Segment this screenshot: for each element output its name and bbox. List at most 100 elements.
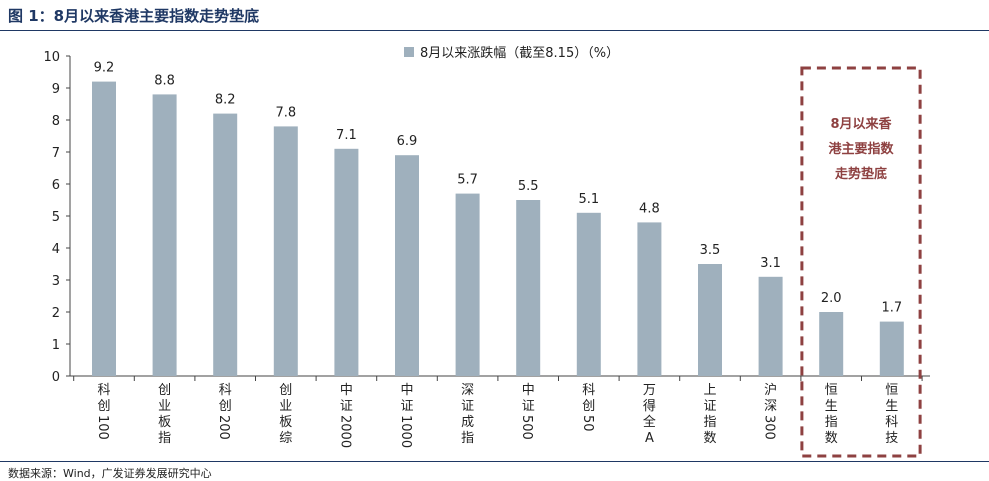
category-label-run: 500 (519, 415, 534, 440)
category-label-char: 指 (825, 415, 838, 430)
value-label: 7.1 (336, 128, 357, 143)
category-label-char: 上 (703, 383, 716, 398)
bar (758, 276, 783, 376)
y-tick-label: 9 (52, 82, 60, 97)
value-label: 5.7 (457, 173, 478, 188)
bar (516, 200, 541, 376)
source-note: 数据来源：Wind，广发证券发展研究中心 (8, 467, 212, 480)
bar (576, 212, 601, 376)
category-label-char: 中 (400, 383, 413, 398)
category-label-char: 科 (97, 383, 110, 398)
figure-title: 图 1：8月以来香港主要指数走势垫底 (8, 7, 260, 25)
value-label: 6.9 (397, 134, 418, 149)
category-label-char: 业 (279, 399, 292, 414)
category-label-run: 50 (580, 415, 595, 432)
y-tick-label: 4 (52, 242, 60, 257)
value-label: 8.2 (215, 93, 236, 108)
category-label-char: 指 (461, 431, 474, 446)
bar (334, 148, 359, 376)
category-label-run: 100 (95, 415, 110, 440)
category-label-char: 沪 (764, 382, 777, 398)
highlight-annotation-line: 8月以来香 (830, 116, 892, 132)
legend-swatch (404, 47, 414, 57)
category-label-char: 科 (219, 383, 232, 398)
category-label-run: 1000 (398, 415, 413, 448)
value-label: 2.0 (821, 291, 842, 306)
bar (395, 155, 419, 376)
category-label-run: 2000 (337, 415, 352, 448)
category-label-char: 创 (582, 399, 595, 414)
category-label-char: 中 (340, 383, 353, 398)
y-tick-label: 1 (52, 338, 60, 353)
bar (455, 193, 480, 376)
y-tick-label: 10 (43, 50, 60, 65)
category-label-char: 证 (703, 399, 716, 414)
category-label-char: 证 (522, 399, 535, 414)
bar (698, 264, 722, 376)
y-tick-label: 7 (52, 146, 60, 161)
value-label: 5.5 (518, 179, 539, 194)
category-label-char: A (645, 431, 654, 446)
legend-label: 8月以来涨跌幅（截至8.15）（%） (420, 45, 619, 61)
category-label-char: 证 (400, 399, 413, 414)
category-label-char: 生 (885, 399, 898, 414)
value-label: 3.5 (700, 243, 721, 258)
category-label-char: 深 (764, 399, 777, 414)
highlight-annotation-line: 港主要指数 (828, 141, 894, 157)
category-label-char: 技 (885, 431, 898, 446)
category-label-char: 科 (582, 383, 595, 398)
category-label-char: 万 (643, 383, 656, 398)
category-label-char: 恒 (885, 383, 898, 398)
category-label-char: 综 (279, 431, 292, 446)
category-label-char: 证 (461, 399, 474, 414)
highlight-box: 8月以来香港主要指数走势垫底 (800, 66, 922, 458)
title-rule (0, 30, 989, 31)
category-label-char: 恒 (825, 383, 838, 398)
category-label-char: 科 (885, 415, 898, 430)
category-label-run: 300 (762, 415, 777, 440)
category-label-char: 深 (461, 383, 474, 398)
legend: 8月以来涨跌幅（截至8.15）（%） (404, 45, 619, 61)
category-label-char: 生 (825, 399, 838, 414)
category-label-char: 指 (703, 415, 716, 430)
value-label: 4.8 (639, 201, 660, 216)
y-tick-label: 3 (52, 274, 60, 289)
bar (152, 94, 177, 377)
y-tick-label: 6 (52, 178, 60, 193)
category-label-char: 数 (703, 431, 716, 446)
category-label-char: 数 (825, 431, 838, 446)
bar (213, 113, 238, 376)
category-label-char: 证 (340, 399, 353, 414)
y-tick-label: 0 (52, 370, 60, 385)
bar (879, 321, 904, 376)
y-tick-label: 8 (52, 114, 60, 129)
category-label-char: 中 (522, 383, 535, 398)
bar (637, 222, 662, 376)
category-label-char: 创 (97, 399, 110, 414)
category-labels: 科创100创业板指科创200创业板综中证2000中证1000深证成指中证500科… (95, 382, 898, 448)
value-label: 3.1 (760, 256, 781, 271)
category-label-char: 创 (279, 383, 292, 398)
category-label-char: 成 (461, 415, 474, 430)
value-label: 1.7 (881, 301, 902, 316)
bars (92, 81, 904, 377)
highlight-annotation-line: 走势垫底 (835, 166, 887, 182)
category-label-char: 业 (158, 399, 171, 414)
bar (92, 81, 116, 376)
highlight-dashed-box (800, 66, 922, 458)
bar (273, 126, 298, 377)
